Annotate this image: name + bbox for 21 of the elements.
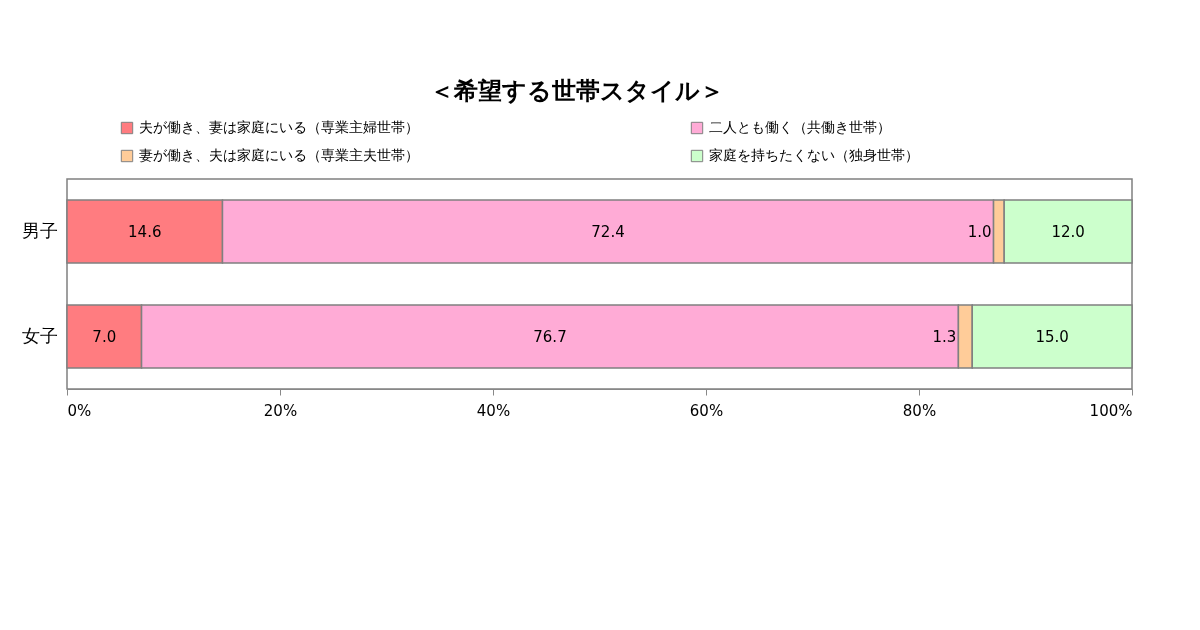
y-tick-label: 女子 [21,324,58,346]
data-label: 1.3 [932,327,957,346]
x-tick-label: 100% [1089,401,1133,420]
x-tick-label: 0% [67,401,92,420]
data-label: 12.0 [1051,222,1085,241]
data-label: 15.0 [1035,327,1069,346]
legend-label: 家庭を持ちたくない（独身世帯） [709,147,919,163]
data-label: 7.0 [92,327,117,346]
data-label: 14.6 [128,222,162,241]
x-tick-label: 20% [263,401,298,420]
legend-label: 二人とも働く（共働き世帯） [709,119,891,135]
data-label: 1.0 [967,222,992,241]
data-label: 76.7 [533,327,567,346]
x-tick-label: 60% [689,401,724,420]
y-tick-label: 男子 [21,219,58,241]
x-tick-label: 80% [902,401,937,420]
legend-label: 夫が働き、妻は家庭にいる（専業主婦世帯） [139,119,419,135]
x-tick-label: 40% [476,401,511,420]
data-label: 72.4 [591,222,625,241]
chart-title: ＜希望する世帯スタイル＞ [429,77,724,105]
legend-label: 妻が働き、夫は家庭にいる（専業主夫世帯） [139,147,419,163]
